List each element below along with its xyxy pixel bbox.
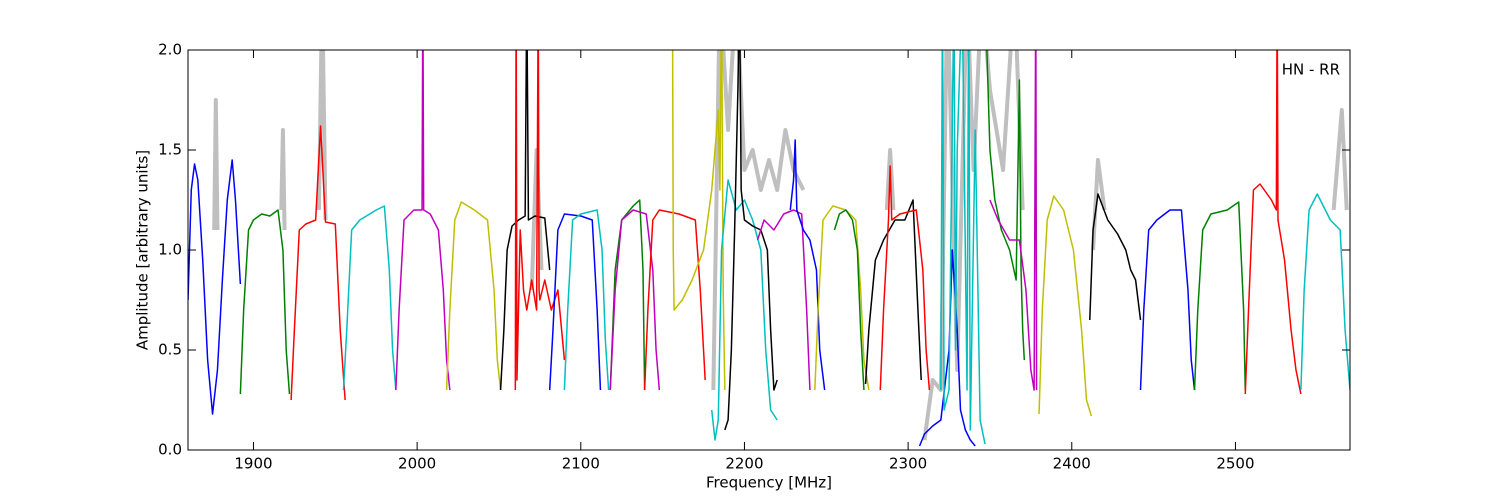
series-line xyxy=(188,159,242,415)
series-line xyxy=(789,139,826,391)
series-line xyxy=(1244,50,1302,395)
series-line xyxy=(395,50,451,391)
series-line xyxy=(833,209,865,391)
series-line xyxy=(563,209,610,391)
series-line xyxy=(1139,209,1196,391)
series-line xyxy=(671,50,726,391)
series-line xyxy=(986,50,1026,361)
y-tick-label: 1.0 xyxy=(158,241,182,259)
series-line xyxy=(609,199,646,391)
series-line xyxy=(1038,195,1093,417)
x-tick-label: 2300 xyxy=(889,455,927,473)
y-tick-label: 0.5 xyxy=(158,341,182,359)
series-line xyxy=(1089,193,1142,321)
x-tick-label: 2200 xyxy=(725,455,763,473)
series-line xyxy=(940,50,986,445)
x-tick-label: 2400 xyxy=(1053,455,1091,473)
series-line xyxy=(918,249,976,447)
y-axis-label: Amplitude [arbitrary units] xyxy=(134,150,152,350)
series-line xyxy=(724,50,778,431)
series-line xyxy=(643,209,706,391)
x-tick-label: 2000 xyxy=(398,455,436,473)
series-line xyxy=(879,165,931,391)
series-line xyxy=(609,209,661,391)
series-line xyxy=(864,199,922,385)
series-line xyxy=(710,179,778,441)
series-line xyxy=(239,209,291,395)
x-tick-label: 1900 xyxy=(234,455,272,473)
y-tick-label: 2.0 xyxy=(158,41,182,59)
series-line xyxy=(756,209,811,391)
series-line xyxy=(290,125,346,401)
x-tick-label: 2100 xyxy=(562,455,600,473)
annotation: HN - RR xyxy=(1282,61,1340,79)
series-line xyxy=(548,213,602,391)
y-tick-label: 0.0 xyxy=(158,441,182,459)
series-line xyxy=(1300,193,1350,391)
series-line xyxy=(212,50,1349,441)
x-tick-label: 2500 xyxy=(1216,455,1254,473)
series-line xyxy=(989,50,1038,391)
series-line xyxy=(514,50,566,391)
x-axis-label: Frequency [MHz] xyxy=(706,474,832,492)
plot-area xyxy=(188,50,1350,447)
y-tick-label: 1.5 xyxy=(158,141,182,159)
series-line xyxy=(1193,201,1247,391)
series-line xyxy=(445,201,502,391)
series-line xyxy=(342,205,397,391)
